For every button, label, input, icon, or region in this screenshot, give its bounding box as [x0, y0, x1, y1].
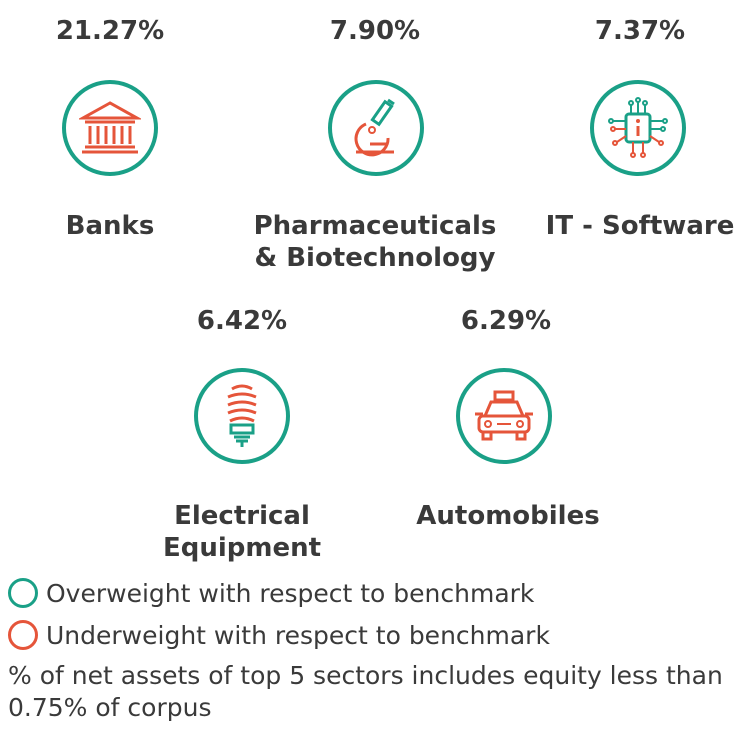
automobiles-icon-circle [456, 368, 552, 464]
banks-label: Banks [65, 211, 155, 241]
legend-underweight-text: Underweight with respect to benchmark [46, 620, 550, 650]
chip-icon [608, 97, 668, 158]
legend-overweight-text: Overweight with respect to benchmark [46, 578, 535, 608]
microscope-icon [354, 98, 395, 157]
banks-icon-circle [62, 80, 158, 176]
pharma-label: Pharmaceuticals & Biotechnology [253, 211, 497, 273]
footnote: % of net assets of top 5 sectors include… [8, 661, 723, 722]
legend-underweight: Underweight with respect to benchmark [8, 620, 550, 650]
bulb-icon [227, 384, 257, 447]
underweight-ring-icon [8, 620, 38, 650]
automobiles-percent: 6.29% [460, 306, 552, 336]
car-icon [475, 390, 533, 441]
pharma-icon-circle [328, 80, 424, 176]
overweight-ring-icon [8, 578, 38, 608]
pharma-percent: 7.90% [329, 16, 421, 46]
it-software-label: IT - Software [545, 211, 735, 241]
banks-percent: 21.27% [55, 16, 165, 46]
it-software-icon-circle [590, 80, 686, 176]
electrical-percent: 6.42% [196, 306, 288, 336]
bank-icon [79, 101, 141, 154]
electrical-icon-circle [194, 368, 290, 464]
legend-overweight: Overweight with respect to benchmark [8, 578, 534, 608]
automobiles-label: Automobiles [416, 501, 600, 531]
it-software-percent: 7.37% [594, 16, 686, 46]
electrical-label: Electrical Equipment [162, 501, 322, 563]
